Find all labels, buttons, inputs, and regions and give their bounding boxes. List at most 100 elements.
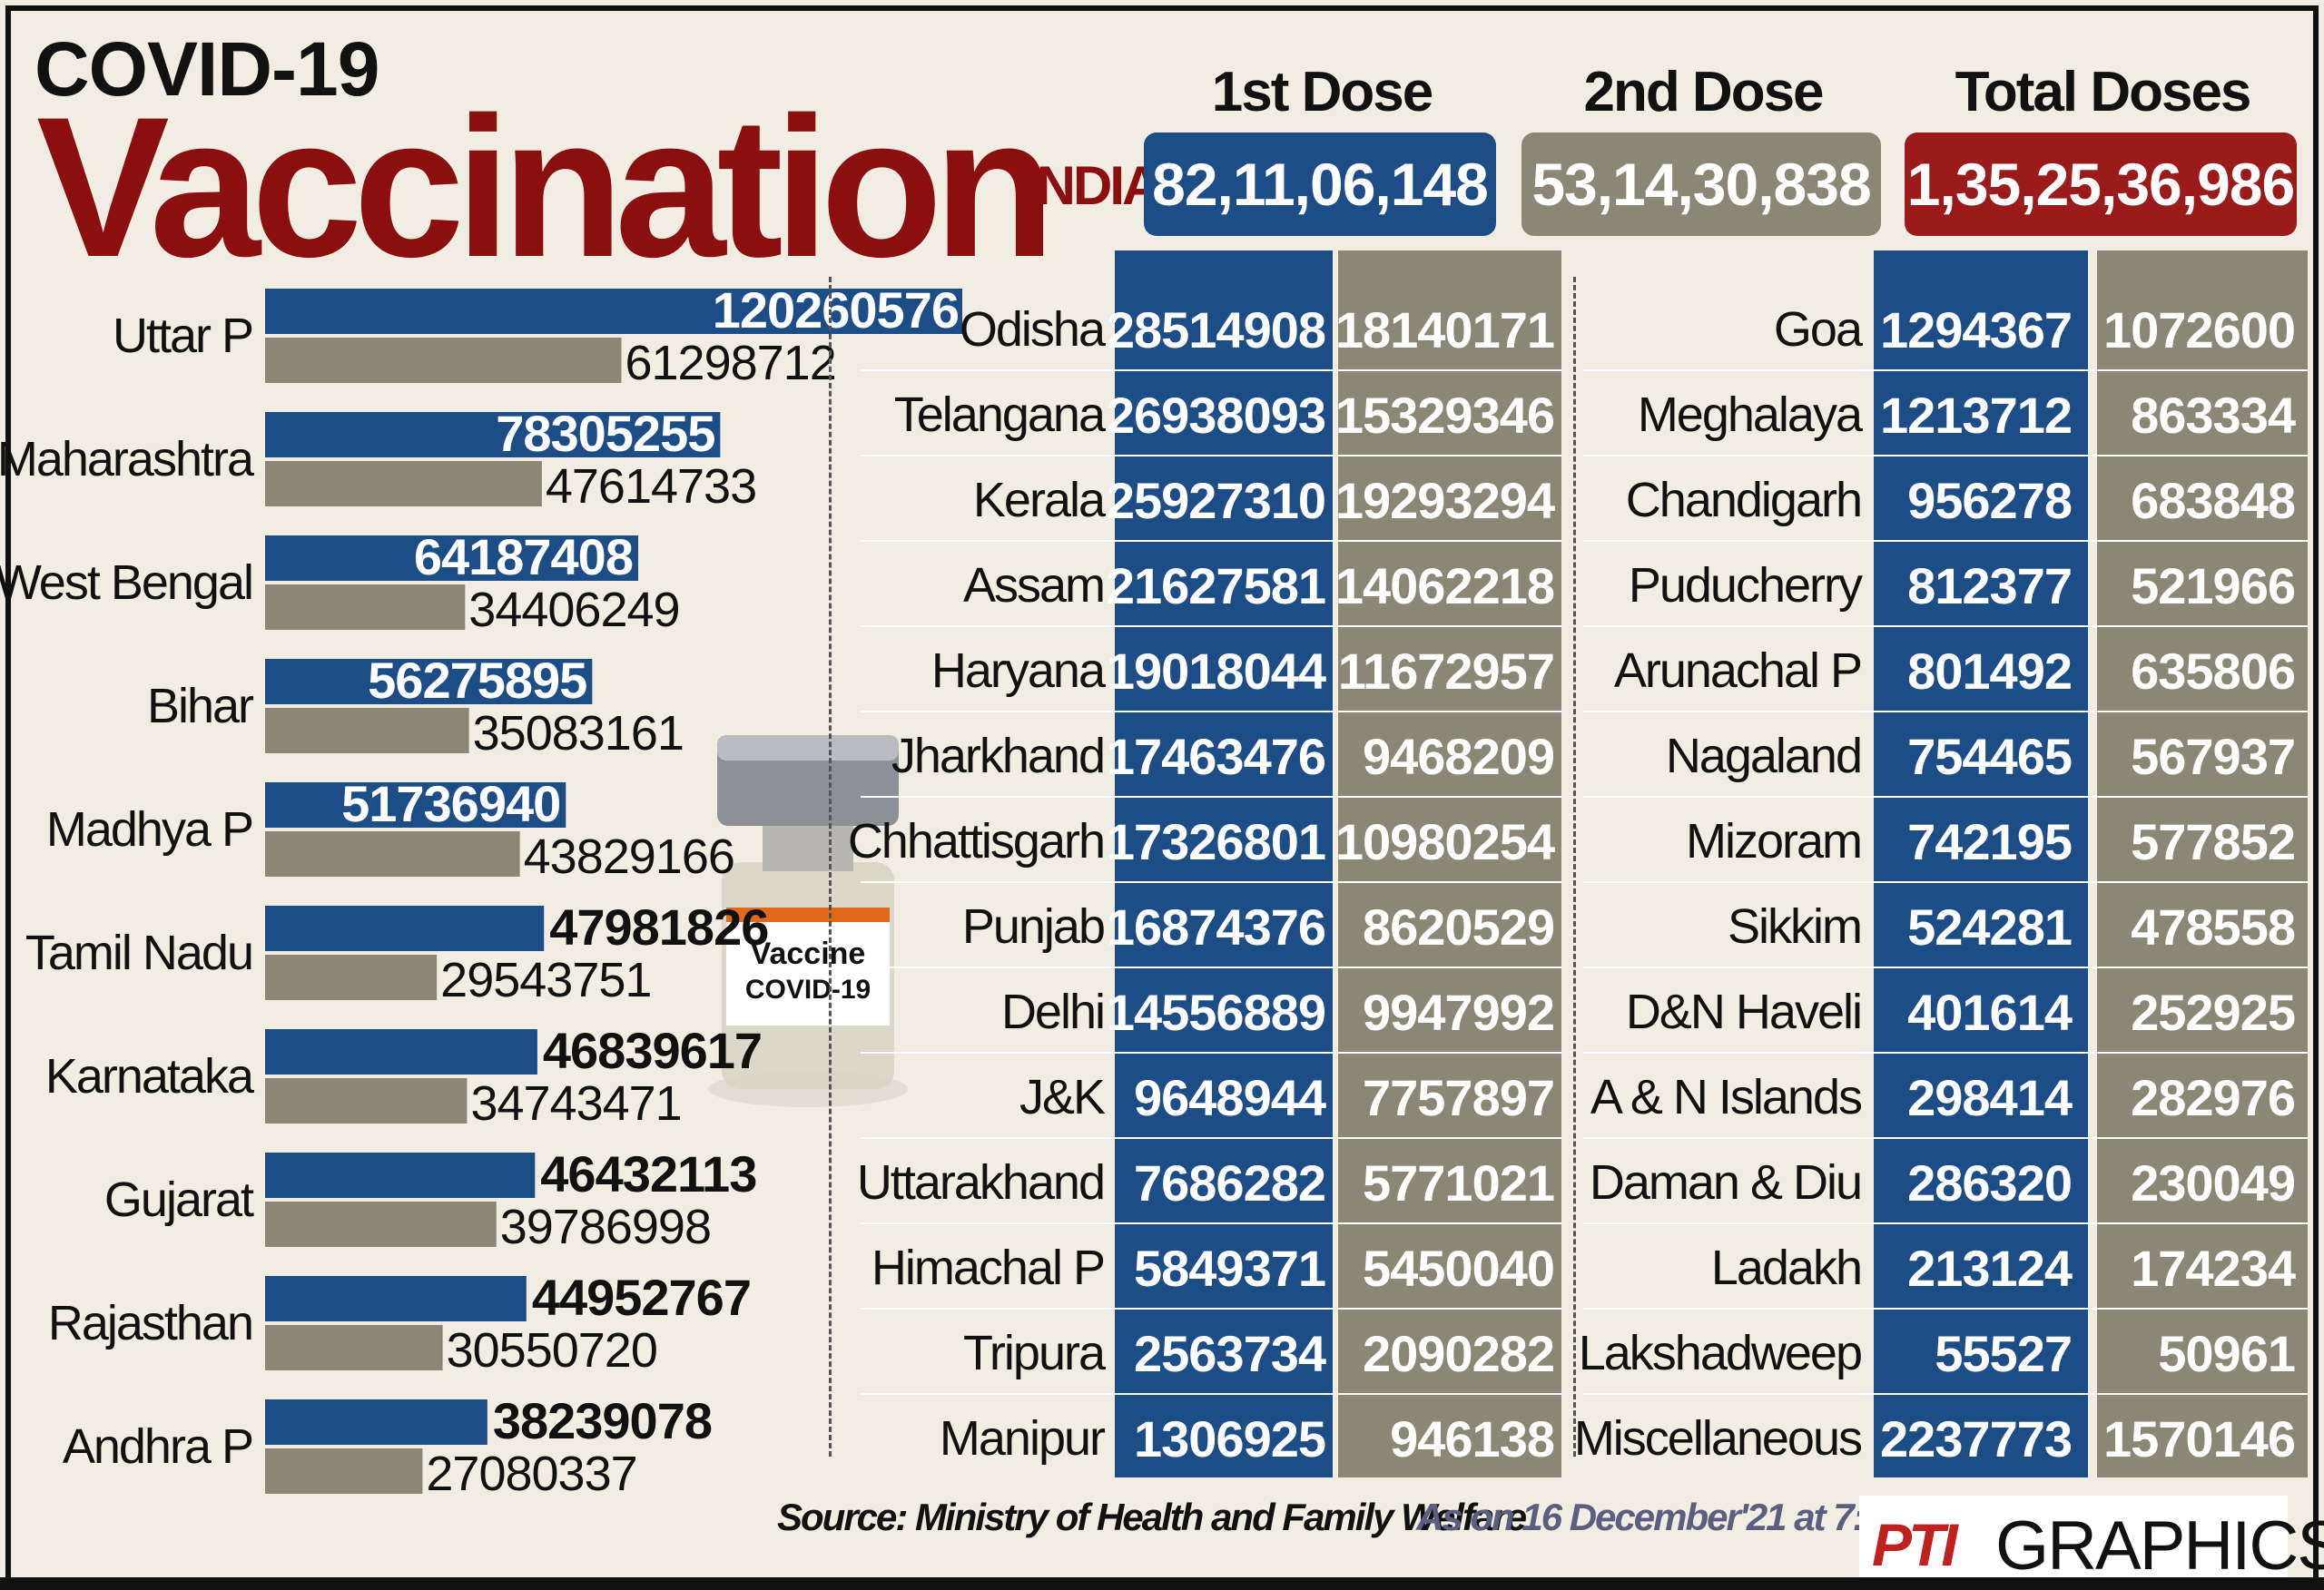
second-dose-total: 53,14,30,838: [1521, 132, 1881, 236]
row-separator: [861, 1137, 1561, 1139]
table-state-label: Punjab: [961, 899, 1106, 954]
table-first-dose-value: 55527: [1935, 1324, 2073, 1382]
total-doses-total: 1,35,25,36,986: [1905, 132, 2297, 236]
bar-second-dose: [265, 831, 520, 877]
table-state-label: Nagaland: [1665, 729, 1863, 783]
row-separator: [1583, 455, 2308, 456]
bar-second-dose: [265, 1202, 497, 1247]
table-state-label: A & N Islands: [1590, 1070, 1863, 1124]
table-state-label: Manipur: [939, 1411, 1106, 1466]
value-label-second-dose: 29543751: [440, 953, 651, 1007]
table-first-dose-value: 25927310: [1106, 471, 1326, 529]
table-state-label: Telangana: [893, 388, 1106, 442]
bar-first-dose: [265, 906, 545, 951]
table-first-dose-value: 28514908: [1106, 300, 1326, 358]
table-state-label: Assam: [962, 558, 1106, 613]
category-label: Uttar P: [113, 309, 252, 363]
table-first-dose-value: 401614: [1907, 983, 2073, 1041]
table-first-dose-value: 14556889: [1106, 983, 1326, 1041]
row-separator: [1583, 796, 2308, 798]
table-first-dose-value: 7686282: [1133, 1153, 1326, 1212]
table-second-dose-value: 5771021: [1362, 1153, 1555, 1212]
value-label-first-dose: 56275895: [368, 652, 586, 709]
table-first-dose-value: 1306925: [1133, 1409, 1326, 1467]
bar-first-dose: [265, 289, 962, 334]
table-state-label: Meghalaya: [1637, 388, 1863, 442]
table-state-label: Uttarakhand: [856, 1155, 1106, 1210]
value-label-first-dose: 46432113: [540, 1145, 756, 1202]
row-separator: [861, 881, 1561, 883]
category-label: Rajasthan: [48, 1296, 252, 1350]
row-separator: [861, 369, 1561, 371]
table-state-label: Goa: [1773, 302, 1863, 357]
table-second-dose-value: 11672957: [1337, 642, 1555, 700]
india-label: INDIA: [1024, 155, 1161, 216]
bar-first-dose: [265, 782, 566, 828]
table-first-dose-value: 286320: [1907, 1153, 2073, 1212]
row-separator: [1583, 625, 2308, 627]
first-dose-total: 82,11,06,148: [1144, 132, 1496, 236]
table-state-label: Kerala: [972, 473, 1106, 527]
table-second-dose-value: 18140171: [1334, 300, 1555, 358]
bar-second-dose: [265, 708, 469, 753]
value-label-first-dose: 46839617: [543, 1022, 762, 1079]
row-separator: [861, 1393, 1561, 1395]
table-second-dose-value: 19293294: [1334, 471, 1555, 529]
table-second-dose-value: 683848: [2131, 471, 2296, 529]
table-state-label: Lakshadweep: [1578, 1326, 1863, 1380]
pti-logo-mark: PTI: [1872, 1511, 1958, 1578]
table-first-dose-value: 754465: [1907, 727, 2073, 785]
vial-label-line2: COVID-19: [745, 975, 871, 1005]
table-second-dose-value: 50961: [2158, 1324, 2296, 1382]
table-second-dose-value: 252925: [2131, 983, 2296, 1041]
value-label-first-dose: 47981826: [549, 898, 768, 956]
row-separator: [861, 796, 1561, 798]
table-state-label: Sikkim: [1728, 899, 1863, 954]
total-doses-header: Total Doses: [1955, 61, 2252, 123]
table-second-dose-value: 577852: [2131, 812, 2296, 870]
table-second-dose-value: 946138: [1390, 1409, 1555, 1467]
table-second-dose-value: 2090282: [1362, 1324, 1555, 1382]
table-first-dose-value: 9648944: [1133, 1068, 1326, 1126]
bar-second-dose: [265, 1448, 423, 1494]
table-first-dose-value: 213124: [1907, 1239, 2073, 1297]
table-state-label: Himachal P: [871, 1241, 1106, 1295]
category-label: Tamil Nadu: [25, 926, 252, 980]
table-second-dose-value: 567937: [2131, 727, 2296, 785]
table-first-dose-value: 524281: [1907, 898, 2073, 956]
row-separator: [861, 1308, 1561, 1310]
bar-second-dose: [265, 338, 622, 383]
table-second-dose-value: 282976: [2131, 1068, 2296, 1126]
row-separator: [861, 711, 1561, 712]
table-first-dose-value: 812377: [1907, 556, 2073, 614]
divider-line: [829, 277, 832, 1457]
value-label-second-dose: 34743471: [470, 1076, 681, 1131]
category-label: Andhra P: [63, 1419, 252, 1474]
bar-second-dose: [265, 584, 466, 630]
table-state-label: D&N Haveli: [1625, 985, 1863, 1039]
row-separator: [861, 540, 1561, 542]
table-second-dose-value: 230049: [2131, 1153, 2296, 1212]
table-second-dose-value: 8620529: [1362, 898, 1555, 956]
table-first-dose-value: 298414: [1907, 1068, 2073, 1126]
title-vaccination: Vaccination: [36, 75, 1056, 299]
category-label: Maharashtra: [0, 432, 255, 486]
category-label: Karnataka: [45, 1049, 255, 1104]
table-state-label: Haryana: [931, 643, 1106, 698]
table-second-dose-value: 10980254: [1334, 812, 1555, 870]
table-state-label: Jharkhand: [891, 729, 1106, 783]
value-label-second-dose: 39786998: [500, 1200, 711, 1254]
value-label-first-dose: 64187408: [414, 528, 633, 585]
value-label-second-dose: 61298712: [625, 336, 835, 390]
value-label-second-dose: 43829166: [524, 829, 734, 884]
table-first-dose-value: 19018044: [1106, 642, 1326, 700]
row-separator: [1583, 1222, 2308, 1224]
value-label-first-dose: 51736940: [341, 775, 560, 832]
table-state-label: Miscellaneous: [1573, 1411, 1863, 1466]
value-label-second-dose: 30550720: [447, 1323, 657, 1378]
bar-first-dose: [265, 412, 721, 457]
bar-first-dose: [265, 535, 638, 581]
table-second-dose-value: 635806: [2131, 642, 2296, 700]
bar-first-dose: [265, 659, 593, 704]
table-first-dose-value: 17463476: [1106, 727, 1326, 785]
